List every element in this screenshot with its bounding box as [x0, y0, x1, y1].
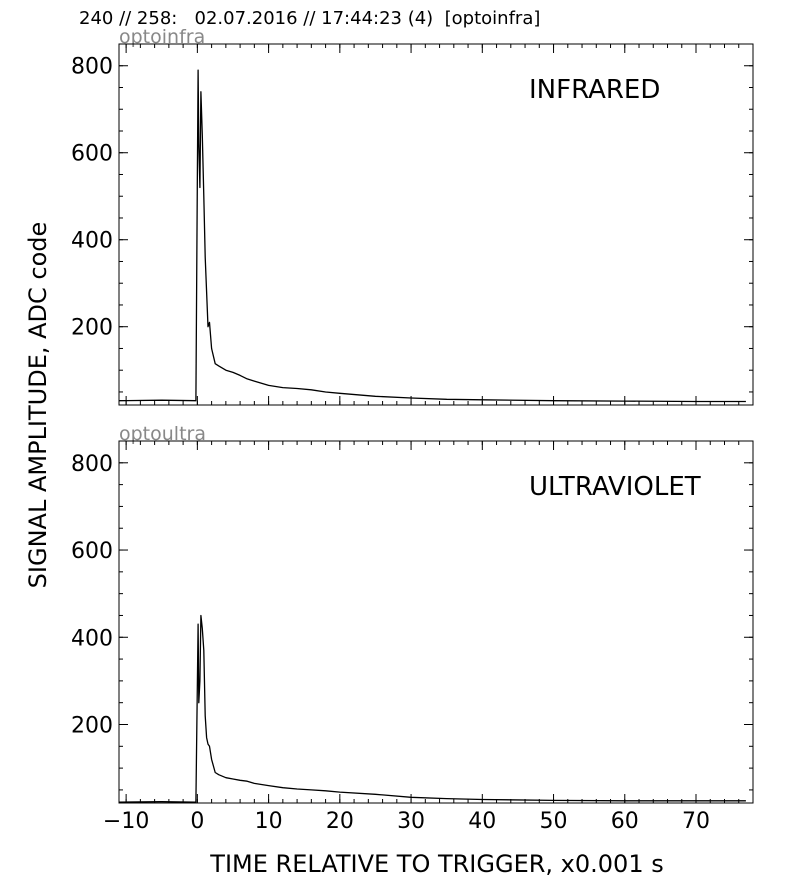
x-tick-label: 30	[397, 809, 425, 834]
x-axis-label: TIME RELATIVE TO TRIGGER, x0.001 s	[209, 850, 663, 878]
x-tick-label: 10	[255, 809, 283, 834]
signal-line	[118, 614, 746, 803]
x-axis: −10 0 10 20 30 40 50 60 70	[103, 809, 710, 834]
x-tick-label: 40	[468, 809, 496, 834]
panel-infrared: optoinfra INFRARED 200 400 600 800	[71, 26, 754, 406]
panel-title: optoultra	[119, 423, 206, 445]
plot-frame	[118, 43, 754, 406]
y-tick-label: 600	[71, 142, 113, 167]
y-tick-label: 600	[71, 539, 113, 564]
y-tick-label: 400	[71, 229, 113, 254]
x-tick-label: 70	[682, 809, 710, 834]
x-tick-label: −10	[103, 809, 149, 834]
x-tick-label: 50	[540, 809, 568, 834]
x-tick-label: 60	[611, 809, 639, 834]
y-tick-label: 200	[71, 713, 113, 738]
plot-frame	[118, 440, 754, 804]
y-tick-label: 800	[71, 452, 113, 477]
y-tick-label: 200	[71, 316, 113, 341]
x-tick-label: 20	[326, 809, 354, 834]
panel-label: INFRARED	[529, 75, 660, 105]
y-tick-label: 400	[71, 626, 113, 651]
figure-header: 240 // 258: 02.07.2016 // 17:44:23 (4) […	[79, 8, 541, 29]
y-tick-label: 800	[71, 55, 113, 80]
signal-line	[118, 69, 746, 403]
panel-title: optoinfra	[119, 26, 205, 48]
y-axis-label: SIGNAL AMPLITUDE, ADC code	[24, 222, 52, 589]
panel-label: ULTRAVIOLET	[529, 472, 701, 502]
x-tick-label: 0	[190, 809, 204, 834]
panel-ultraviolet: optoultra ULTRAVIOLET 200 400 600 800	[71, 423, 754, 804]
